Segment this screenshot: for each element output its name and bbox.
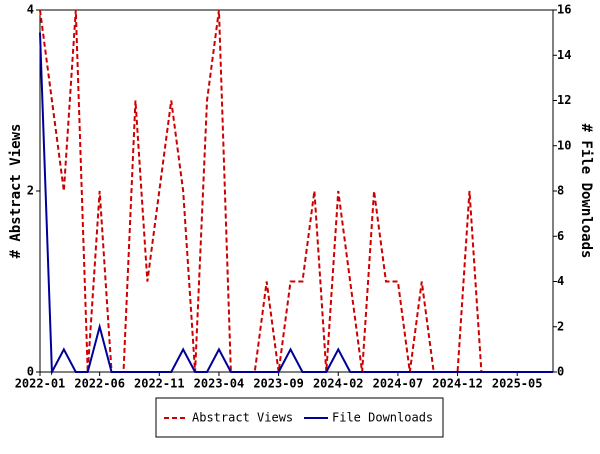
y2-tick-label: 2: [557, 319, 564, 333]
y2-tick-label: 6: [557, 229, 564, 243]
y2-tick-label: 16: [557, 3, 571, 17]
series-line: [39, 9, 553, 373]
y2-tick-label: 14: [557, 48, 571, 62]
x-tick-label: 2024-12: [432, 377, 483, 391]
legend-box: [155, 397, 444, 438]
series-line: [39, 32, 553, 376]
legend-label: Abstract Views: [192, 411, 293, 425]
y2-tick-label: 0: [557, 365, 564, 379]
legend-label: File Downloads: [332, 411, 433, 425]
y-tick-label: 2: [27, 184, 34, 198]
x-tick-label: 2023-09: [253, 377, 304, 391]
y-tick-label: 0: [27, 365, 34, 379]
y2-axis-label: # File Downloads: [578, 124, 594, 259]
x-tick-label: 2022-06: [74, 377, 125, 391]
y-axis-label: # Abstract Views: [8, 124, 24, 259]
y-tick-label: 4: [27, 3, 34, 17]
x-tick-label: 2025-05: [492, 377, 543, 391]
x-tick-label: 2023-04: [194, 377, 245, 391]
x-tick-label: 2022-11: [134, 377, 185, 391]
x-tick-label: 2024-02: [313, 377, 364, 391]
plot-frame: [39, 9, 554, 373]
x-tick-label: 2024-07: [373, 377, 424, 391]
y2-tick-label: 4: [557, 274, 564, 288]
y2-tick-label: 10: [557, 138, 571, 152]
y2-tick-label: 12: [557, 93, 571, 107]
x-tick-label: 2022-01: [15, 377, 66, 391]
y2-tick-label: 8: [557, 184, 564, 198]
